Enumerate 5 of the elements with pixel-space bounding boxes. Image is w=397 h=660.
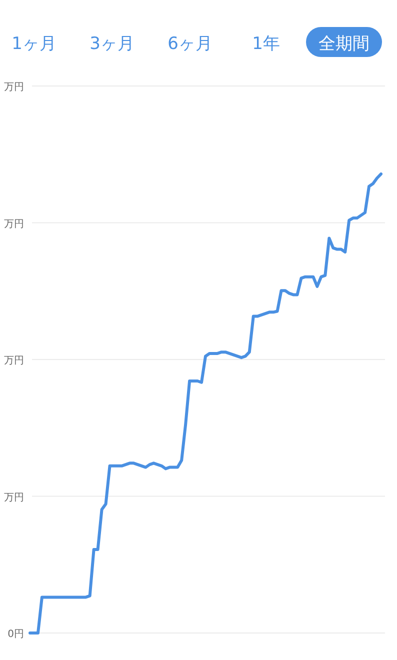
text: 万円 [4, 218, 24, 230]
text: 万円 [4, 82, 24, 93]
text: 0円 [8, 629, 24, 640]
text: 万円 [4, 356, 24, 366]
text: 万円 [4, 492, 24, 504]
